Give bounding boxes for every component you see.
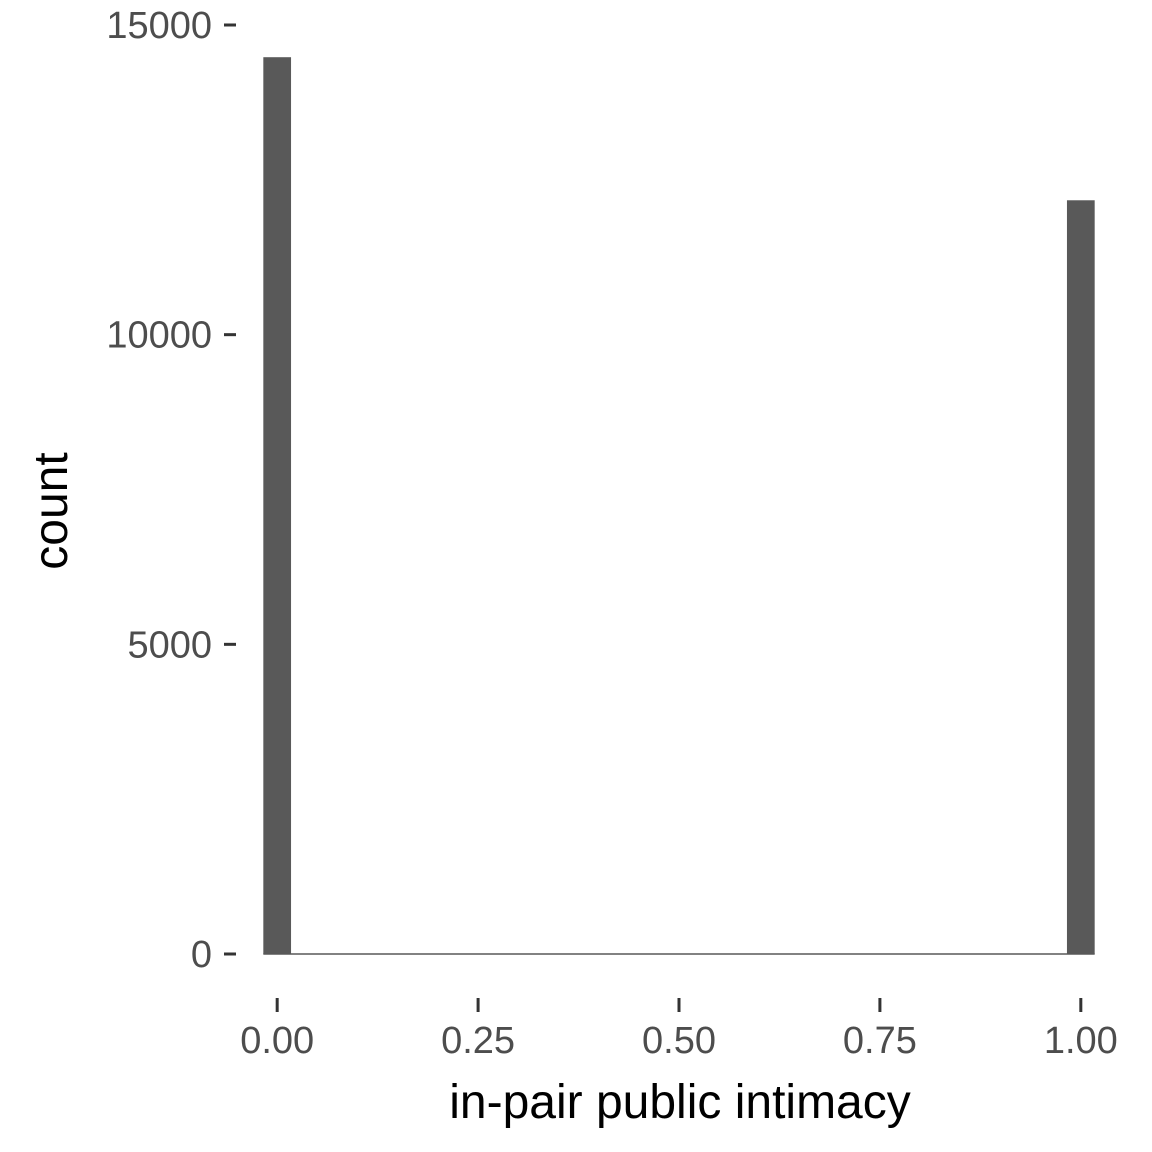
- histogram-bar-1: [1066, 200, 1095, 954]
- x-tick-label-1: 0.25: [441, 1020, 515, 1062]
- x-tick-label-0: 0.00: [240, 1020, 314, 1062]
- y-tick-label-2: 10000: [106, 315, 212, 357]
- histogram-bar-0: [263, 57, 292, 955]
- bars-layer: [263, 57, 1095, 955]
- y-axis-title: count: [25, 452, 78, 569]
- x-axis: 0.00 0.25 0.50 0.75 1.00: [240, 998, 1118, 1062]
- x-tick-label-3: 0.75: [843, 1020, 917, 1062]
- y-tick-label-0: 0: [191, 934, 212, 976]
- x-tick-label-2: 0.50: [642, 1020, 716, 1062]
- x-tick-label-4: 1.00: [1044, 1020, 1118, 1062]
- y-tick-label-1: 5000: [127, 624, 212, 666]
- y-tick-label-3: 15000: [106, 5, 212, 47]
- x-axis-title: in-pair public intimacy: [449, 1076, 911, 1129]
- y-axis: 0 5000 10000 15000: [106, 5, 236, 976]
